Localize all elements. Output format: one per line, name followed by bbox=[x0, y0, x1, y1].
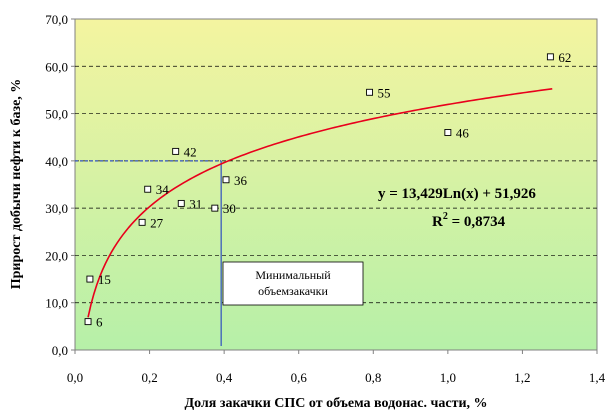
trendline bbox=[87, 87, 553, 318]
data-point bbox=[546, 53, 554, 61]
x-tick-label: 1,0 bbox=[440, 370, 456, 385]
data-label: 62 bbox=[558, 50, 571, 65]
x-tick-labels: 0,0 0,2 0,4 0,6 0,8 1,0 1,2 1,4 bbox=[67, 350, 606, 385]
data-label: 46 bbox=[456, 125, 470, 140]
annotation-line-2: объемзакачки bbox=[258, 284, 328, 298]
trendline-curve bbox=[87, 87, 553, 318]
y-tick-label: 40,0 bbox=[45, 154, 68, 169]
annotation-line-1: Минимальный bbox=[255, 268, 331, 282]
x-tick-label: 0,8 bbox=[365, 370, 381, 385]
x-tick-label: 0,6 bbox=[291, 370, 308, 385]
reference-lines bbox=[75, 160, 222, 346]
data-point bbox=[144, 185, 152, 193]
y-tick-label: 0,0 bbox=[52, 343, 68, 358]
r2-prefix: R bbox=[432, 214, 443, 230]
x-axis-title: Доля закачки СПС от объема водонас. част… bbox=[184, 396, 487, 411]
grid-lines bbox=[75, 65, 597, 304]
data-label: 27 bbox=[150, 215, 164, 230]
x-tick-label: 1,4 bbox=[589, 370, 606, 385]
data-point bbox=[366, 88, 374, 96]
data-point bbox=[211, 204, 219, 212]
y-axis-title: Прирост добычи нефти к базе, % bbox=[9, 79, 24, 290]
y-tick-label: 50,0 bbox=[45, 107, 68, 122]
y-tick-labels: 0,0 10,0 20,0 30,0 40,0 50,0 60,0 70,0 bbox=[45, 12, 75, 358]
x-tick-label: 0,2 bbox=[141, 370, 157, 385]
data-point bbox=[444, 129, 452, 136]
data-labels: 6 15 27 34 42 31 30 36 55 46 62 bbox=[96, 50, 571, 330]
data-point bbox=[138, 218, 146, 226]
data-label: 36 bbox=[234, 173, 248, 188]
r-squared: R2 = 0,8734 bbox=[432, 211, 506, 230]
data-label: 6 bbox=[96, 315, 103, 330]
x-tick-label: 0,4 bbox=[216, 370, 233, 385]
y-tick-label: 10,0 bbox=[45, 296, 68, 311]
data-label: 31 bbox=[189, 196, 202, 211]
data-label: 34 bbox=[156, 182, 170, 197]
annotation-box: Минимальный объемзакачки bbox=[222, 261, 364, 306]
data-label: 42 bbox=[184, 144, 197, 159]
x-tick-label: 1,2 bbox=[514, 370, 530, 385]
data-label: 55 bbox=[378, 85, 391, 100]
x-tick-label: 0,0 bbox=[67, 370, 83, 385]
y-tick-label: 70,0 bbox=[45, 12, 68, 27]
y-tick-label: 60,0 bbox=[45, 59, 68, 74]
data-point bbox=[222, 176, 230, 184]
data-point bbox=[177, 199, 185, 207]
data-points bbox=[84, 53, 554, 326]
data-label: 15 bbox=[98, 272, 111, 287]
r2-value: = 0,8734 bbox=[448, 214, 506, 230]
data-point bbox=[84, 318, 92, 326]
data-point bbox=[86, 275, 94, 283]
y-tick-label: 30,0 bbox=[45, 201, 68, 216]
data-label: 30 bbox=[223, 201, 236, 216]
y-tick-label: 20,0 bbox=[45, 248, 68, 263]
r2-exponent: 2 bbox=[443, 211, 448, 222]
data-point bbox=[172, 147, 180, 155]
trend-equation: y = 13,429Ln(x) + 51,926 bbox=[378, 186, 536, 202]
